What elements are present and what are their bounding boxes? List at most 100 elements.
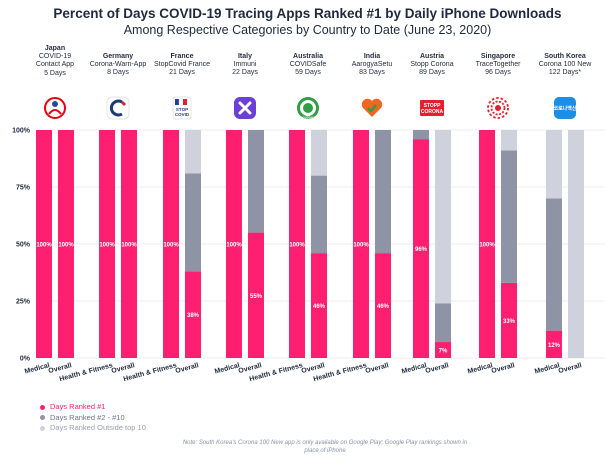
bar-segment-ranked-1 (289, 130, 305, 358)
bar-segment-ranked-1 (58, 130, 74, 358)
bar-segment-top-10 (311, 175, 327, 254)
y-tick-label: 0% (20, 356, 31, 363)
bar-segment-ranked-1 (185, 271, 201, 358)
days-count: 21 Days (169, 69, 195, 77)
data-label: 7% (439, 349, 448, 355)
chart-title: Percent of Days COVID-19 Tracing Apps Ra… (53, 6, 562, 21)
bar-segment-ranked-1 (413, 139, 429, 358)
data-label: 100% (99, 243, 115, 249)
days-count: 5 Days (44, 69, 66, 77)
country-name: Austria (419, 53, 445, 60)
country-name: Japan (44, 45, 66, 52)
y-tick-label: 100% (12, 128, 31, 135)
bar-segment-ranked-1 (248, 232, 264, 358)
x-tick-label: Overall (365, 362, 390, 375)
days-count: 89 Days (419, 69, 445, 77)
bar-segment-ranked-1 (311, 253, 327, 358)
legend-item-outside: Days Ranked Outside top 10 (40, 423, 146, 434)
australia-app-icon: COVIDSAFE (296, 96, 320, 120)
app-name: Immuni (233, 61, 257, 69)
bar-segment-top-10 (185, 173, 201, 272)
bar-segment-ranked-1 (501, 282, 517, 358)
data-label: 100% (226, 243, 242, 249)
app-name: COVID-19 Contact App (35, 53, 75, 69)
app-name: AarogyaSetu (351, 61, 393, 69)
x-tick-label: Overall (491, 362, 516, 375)
days-count: 22 Days (232, 69, 258, 77)
country-name: Australia (293, 53, 323, 60)
country-header: France StopCovid France 21 Days (142, 53, 222, 78)
country-header: Germany Corona-Warn-App 8 Days (78, 53, 158, 78)
svg-text:COVIDSAFE: COVIDSAFE (300, 116, 315, 120)
chart-subtitle: Among Respective Categories by Country t… (123, 23, 492, 37)
data-label: 46% (377, 304, 390, 310)
days-count: 59 Days (295, 69, 321, 77)
svg-text:STOP: STOP (176, 107, 188, 112)
bar-segment-ranked-1 (435, 342, 451, 358)
data-label: 100% (163, 243, 179, 249)
country-name: France (170, 53, 194, 60)
data-label: 55% (250, 294, 263, 300)
bar-segment-ranked-1 (163, 130, 179, 358)
bar-segment-top-10 (501, 150, 517, 283)
bar-segment-outside (501, 130, 517, 151)
svg-text:코로나백신: 코로나백신 (553, 105, 576, 112)
bar-segment-outside (435, 130, 451, 304)
svg-text:CORONA: CORONA (421, 109, 444, 115)
svg-text:STOPP: STOPP (424, 103, 442, 109)
italy-app-icon (233, 96, 257, 120)
bar-segment-outside (546, 130, 562, 199)
legend-label-outside: Days Ranked Outside top 10 (50, 423, 146, 432)
legend-item-ranked-1: Days Ranked #1 (40, 402, 146, 413)
bar-segment-outside (568, 130, 584, 358)
app-name: TraceTogether (475, 61, 521, 69)
bar-segment-top-10 (413, 130, 429, 140)
country-header: South Korea Corona 100 New 122 Days* (525, 53, 605, 78)
y-tick-label: 50% (16, 242, 31, 249)
legend-label-ranked-1: Days Ranked #1 (50, 402, 106, 411)
bar-segment-ranked-1 (36, 130, 52, 358)
country-header: Japan COVID-19 Contact App 5 Days (15, 45, 95, 78)
data-label: 100% (479, 243, 495, 249)
app-name: Corona 100 New (538, 61, 592, 69)
y-tick-label: 75% (16, 185, 31, 192)
days-count: 8 Days (107, 69, 129, 77)
data-label: 96% (415, 247, 428, 253)
japan-app-icon (43, 96, 67, 120)
bar-segment-ranked-1 (99, 130, 115, 358)
days-count: 122 Days* (548, 69, 582, 77)
bar-segment-ranked-1 (121, 130, 137, 358)
country-header: India AarogyaSetu 83 Days (332, 53, 412, 78)
x-tick-label: Overall (425, 362, 450, 375)
bar-segment-outside (185, 130, 201, 174)
data-label: 46% (313, 304, 326, 310)
bar-segment-ranked-1 (353, 130, 369, 358)
data-label: 100% (36, 243, 52, 249)
app-name: StopCovid France (153, 61, 211, 69)
germany-app-icon (106, 96, 130, 120)
footnote: Note: South Korea's Corona 100 New app i… (182, 440, 468, 454)
austria-app-icon: STOPP CORONA (420, 96, 444, 120)
country-name: Germany (102, 53, 134, 60)
legend: Days Ranked #1 Days Ranked #2 - #10 Days… (40, 402, 146, 434)
bar-segment-ranked-1 (375, 253, 391, 358)
bar-segment-ranked-1 (479, 130, 495, 358)
country-header: Australia COVIDSafe 59 Days (268, 53, 348, 78)
data-label: 100% (121, 243, 137, 249)
app-name: Corona-Warn-App (89, 61, 147, 69)
france-app-icon: STOP COVID (170, 96, 194, 120)
country-header: Austria Stopp Corona 89 Days (392, 53, 472, 78)
x-tick-label: Medical (214, 362, 241, 375)
country-header: Italy Immuni 22 Days (205, 53, 285, 78)
india-app-icon (360, 96, 384, 120)
country-header: Singapore TraceTogether 96 Days (458, 53, 538, 78)
bar-segment-top-10 (435, 303, 451, 343)
x-tick-label: Overall (175, 362, 200, 375)
y-tick-label: 25% (16, 299, 31, 306)
legend-label-top-10: Days Ranked #2 - #10 (50, 412, 125, 422)
country-name: Singapore (480, 53, 516, 60)
app-name: COVIDSafe (289, 61, 327, 69)
country-name: India (363, 53, 381, 60)
stacked-bar-chart: 100% 75% 50% 25% 0% 100% Medical 100% Overall 100… (12, 128, 605, 383)
singapore-app-icon (486, 96, 510, 120)
